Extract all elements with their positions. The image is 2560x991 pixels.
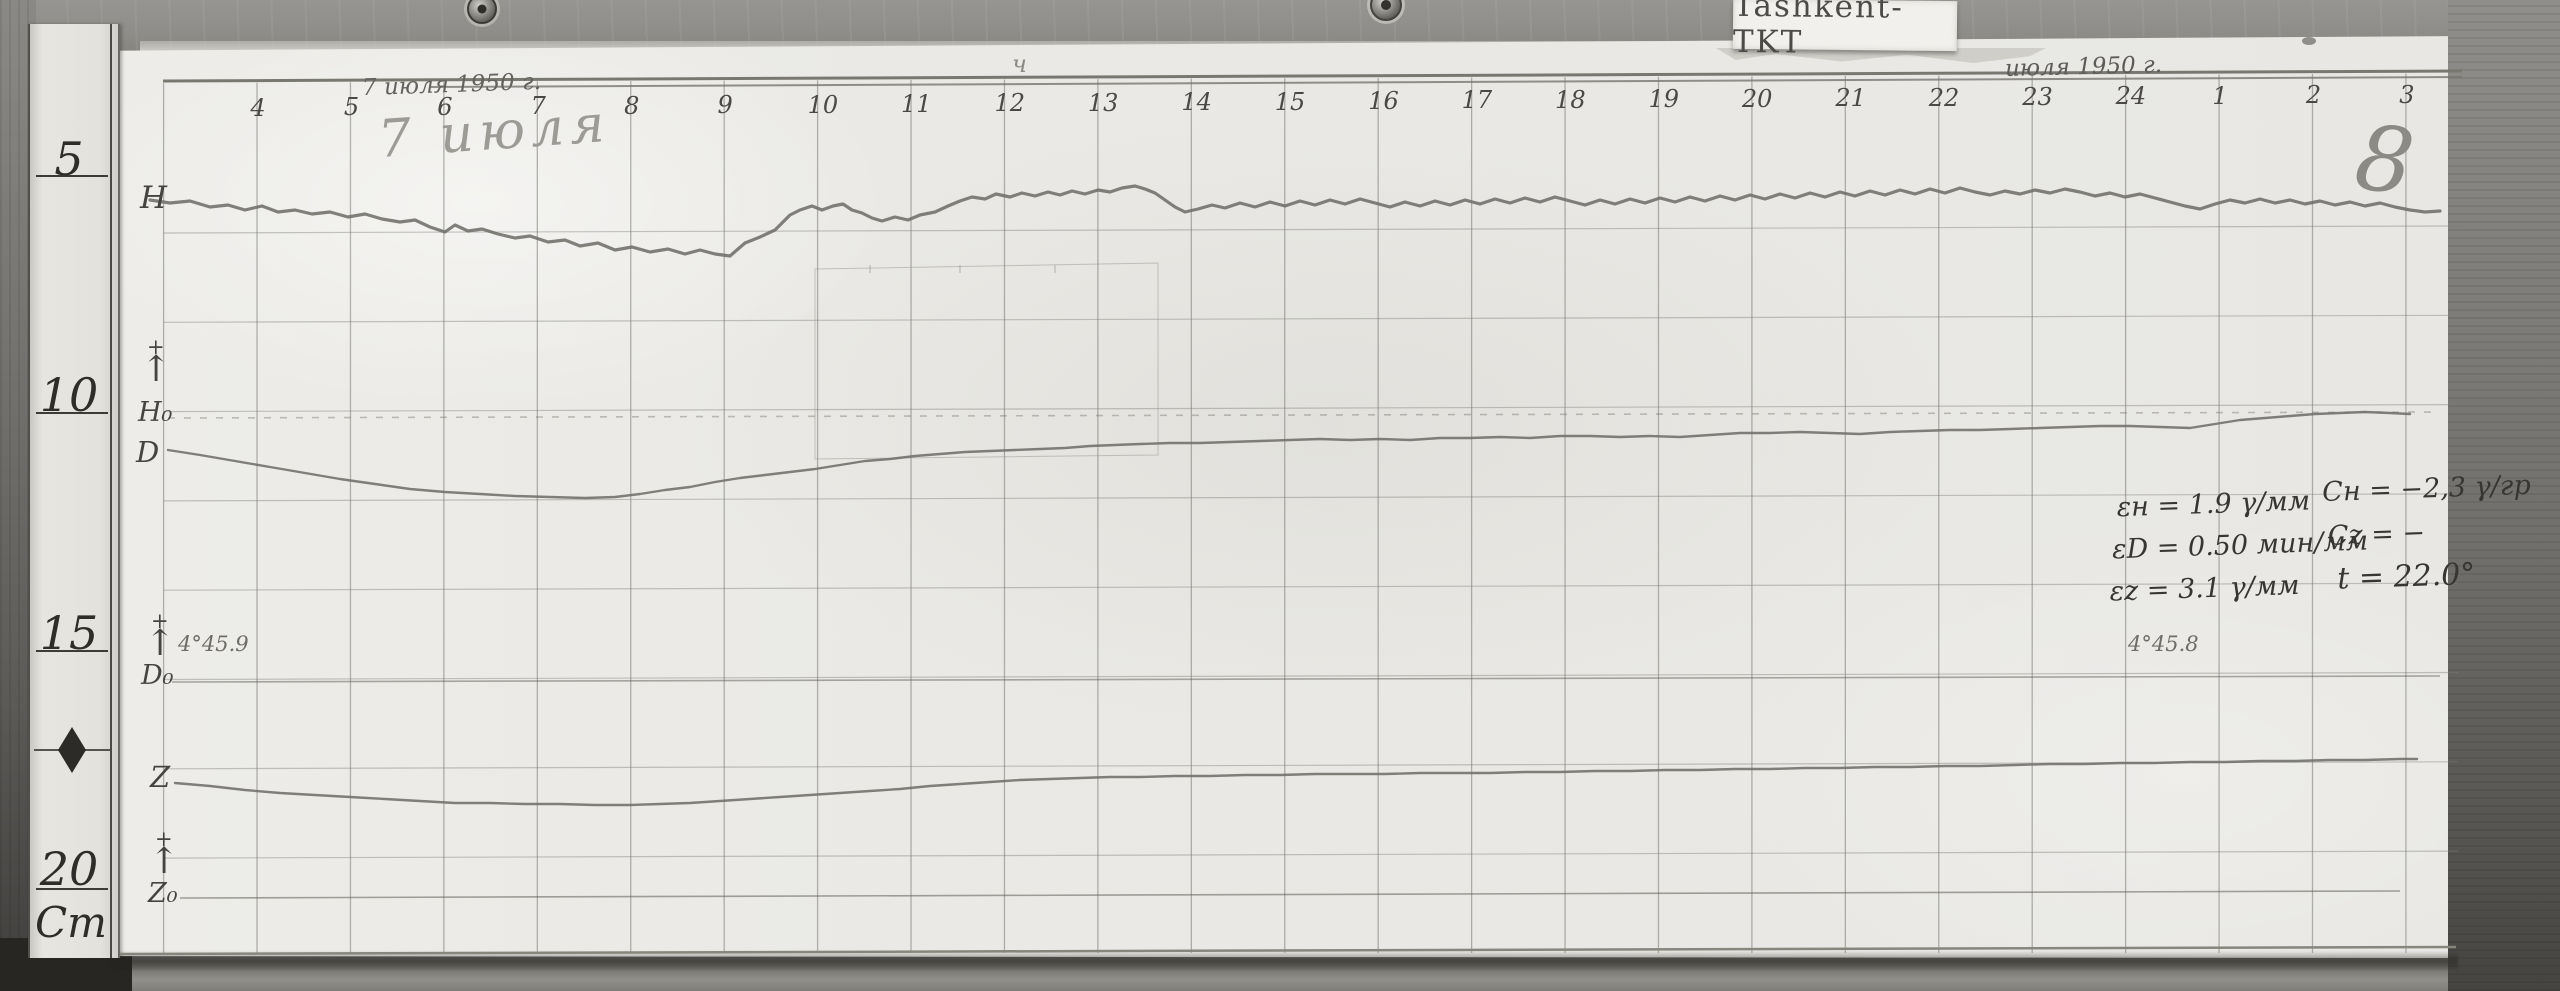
arrow-up-icon: ↑ [149, 841, 180, 882]
ruler-mark: 15 [39, 606, 99, 660]
arrow-up-icon: ↑ [141, 349, 172, 390]
scale-eps-z: εz = 3.1 γ/мм [2109, 569, 2301, 608]
paper-shadow [112, 951, 2458, 970]
date-note-large: 7 июля [376, 93, 613, 171]
declination-value-left: 4°45.9 [178, 632, 249, 656]
hour-label: 9 [717, 91, 733, 120]
ruler-mark: 10 [39, 368, 99, 422]
ruler-tick [36, 650, 108, 652]
arrow-up-icon: ↑ [145, 623, 176, 664]
ruler-edge-line [110, 24, 112, 958]
trace-D [166, 410, 2412, 500]
trace-H [148, 184, 2442, 258]
trace-label-z: Z [150, 760, 171, 794]
trace-label-h: H [140, 180, 168, 216]
hour-label: 8 [624, 91, 640, 120]
hour-label: 23 [2022, 82, 2053, 111]
ruler-tick [36, 175, 108, 177]
ruler-tick [36, 412, 108, 414]
station-name: Tashkent-TKT [1732, 0, 1905, 61]
trace-label-z0: Z₀ [148, 878, 178, 909]
hour-label: 12 [994, 89, 1026, 118]
scale-annotations: εн = 1.9 γ/мм Cн = −2,3 γ/гр εD = 0.50 м… [2103, 461, 2531, 624]
trace-label-h0: H₀ [138, 397, 173, 428]
hour-label: 4 [250, 93, 266, 122]
ruler-unit-label: Cm [35, 898, 107, 947]
hour-label: 24 [2115, 82, 2147, 111]
plus-mark-h: + [147, 335, 165, 359]
trace-label-d: D [136, 435, 160, 469]
hour-label: 15 [1274, 87, 1306, 116]
hour-label: 3 [2399, 80, 2415, 109]
ruler-mark: 20 [39, 842, 99, 896]
date-note-right: июля 1950 г. [2004, 51, 2163, 83]
plus-mark-z: + [155, 827, 173, 851]
screw-top-middle [1367, 0, 1405, 24]
hour-label: 21 [1835, 84, 1866, 113]
declination-value-right: 4°45.8 [2128, 632, 2199, 656]
hour-label: 19 [1648, 85, 1680, 114]
trace-Z [173, 757, 2419, 807]
hour-label: 17 [1461, 86, 1493, 115]
ruler-tick [36, 888, 108, 890]
hour-label: 14 [1181, 88, 1212, 117]
date-note-small: 7 июля 1950 г. [361, 68, 542, 102]
hour-label: 13 [1087, 88, 1119, 117]
sheet-number: 8 [2349, 104, 2420, 217]
ruler-edge-line [118, 24, 120, 958]
ruler-mark: 5 [54, 132, 84, 186]
plus-mark-d: + [151, 609, 169, 633]
scale-c-h: Cн = −2,3 γ/гр [2321, 469, 2532, 509]
scale-temp: t = 22.0° [2336, 556, 2476, 597]
hour-label: 10 [807, 90, 839, 119]
table-wood-right [2448, 0, 2560, 991]
hour-label: 16 [1368, 87, 1399, 116]
hour-label: 20 [1741, 84, 1773, 113]
hour-label: 1 [2212, 81, 2228, 110]
screw-top-left [464, 0, 500, 27]
check-mark: ч [1012, 50, 1027, 78]
hour-label: 22 [1928, 83, 1960, 112]
hour-label: 2 [2305, 81, 2322, 110]
hour-label: 11 [901, 89, 932, 118]
trace-label-d0: D₀ [141, 660, 174, 691]
hour-label: 18 [1555, 85, 1586, 114]
hour-label: 7 [530, 92, 546, 121]
wood-knot [2302, 37, 2316, 45]
station-label-plate: Tashkent-TKT [1733, 0, 1958, 61]
hour-label: 6 [437, 92, 453, 121]
scale-c-z: Cz = − [2327, 517, 2426, 552]
ruler: 5 10 15 20 Cm [28, 24, 120, 958]
hour-label: 5 [343, 93, 360, 122]
scale-eps-h: εн = 1.9 γ/мм [2116, 485, 2311, 524]
